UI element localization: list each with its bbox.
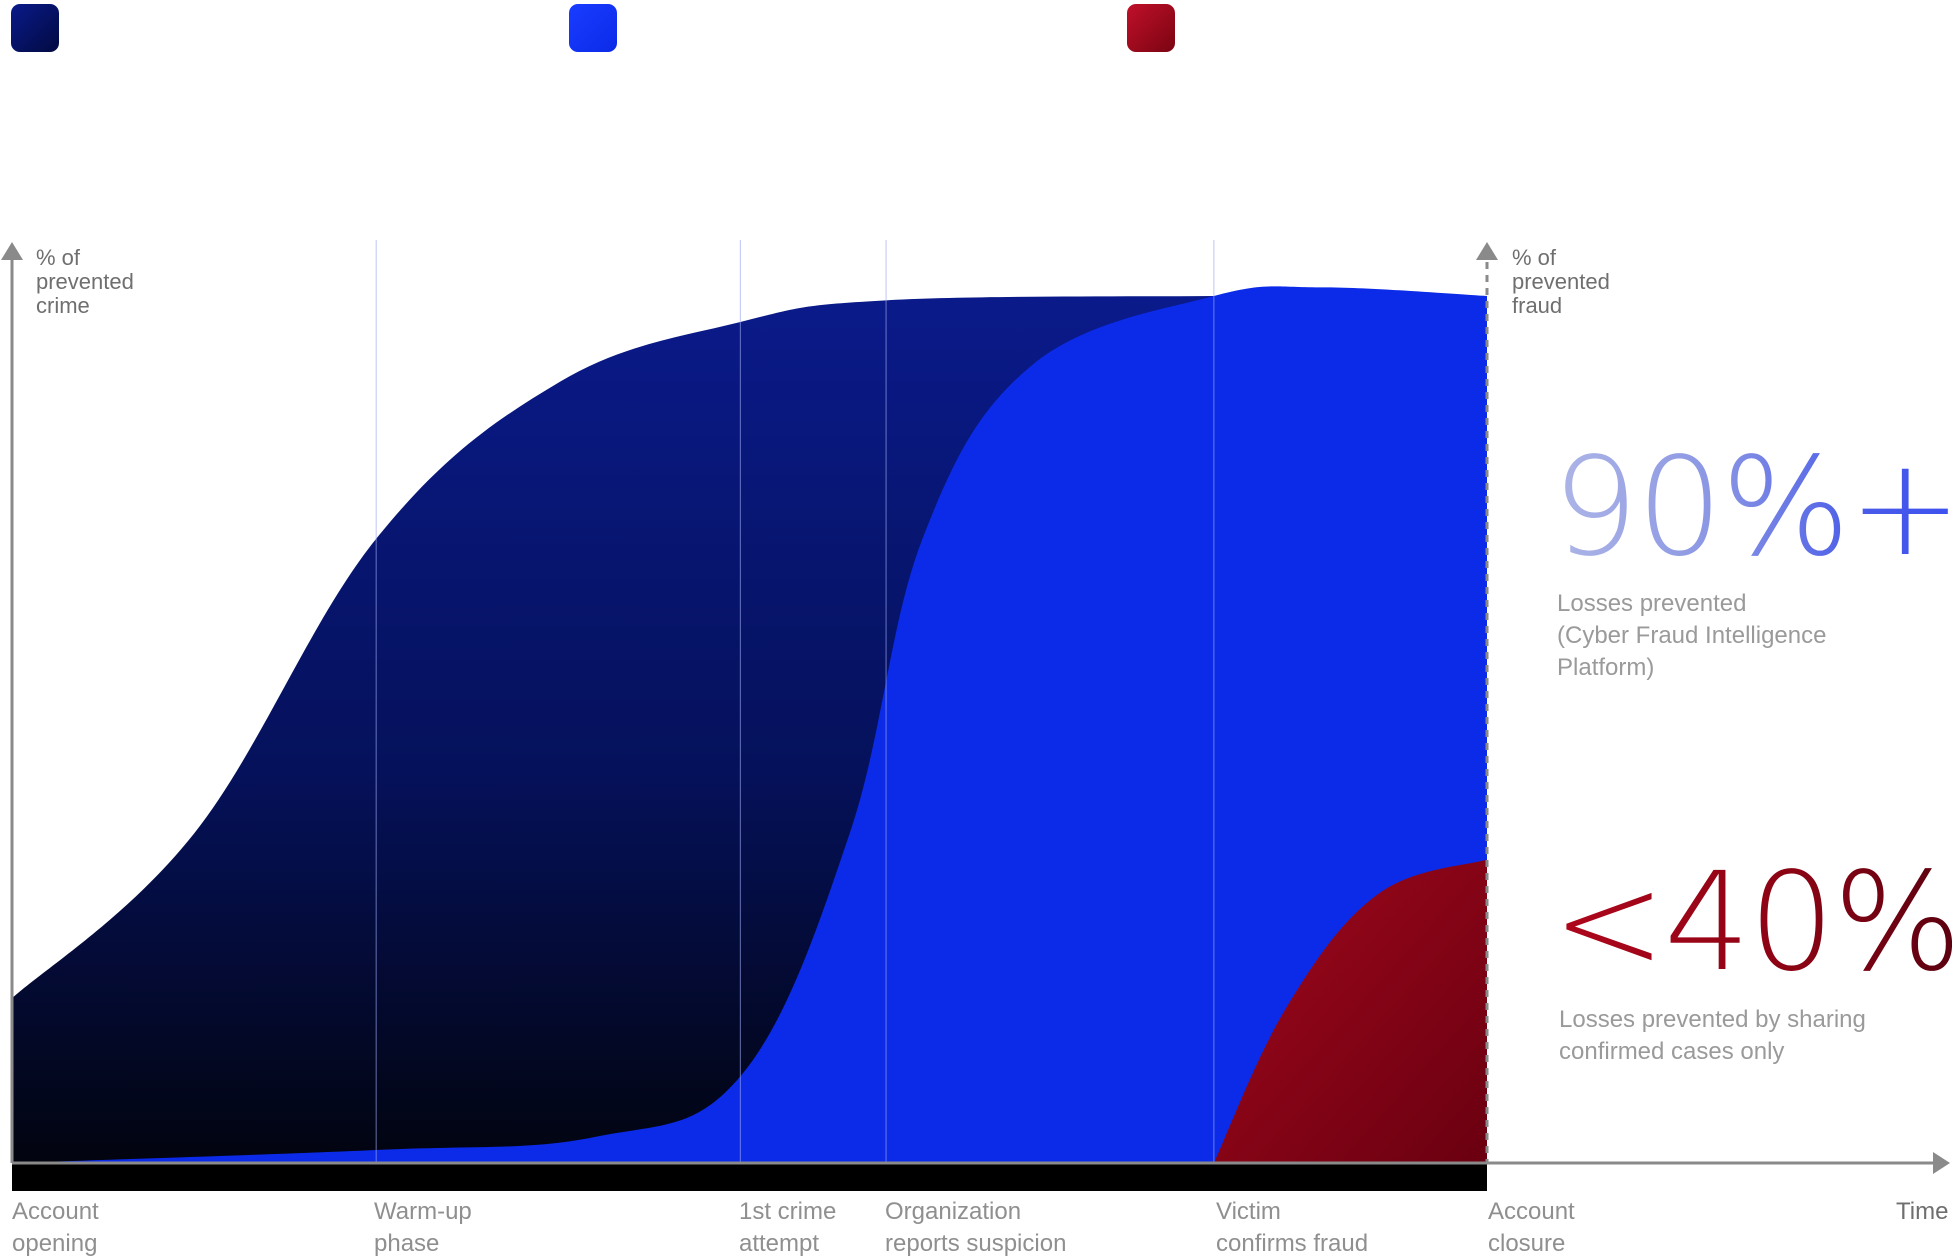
series-area-confirmed-cases	[1213, 859, 1487, 1163]
series-layer	[12, 286, 1487, 1163]
stat-caption-confirmed: Losses prevented by sharing confirmed ca…	[1559, 1006, 1866, 1065]
stat-value-90-plus: 90%+	[1552, 440, 1952, 576]
series-area-platform-fraud	[12, 286, 1487, 1163]
tick-label-account-opening: Account opening	[12, 1198, 99, 1257]
x-axis-label: Time	[1896, 1198, 1949, 1225]
tick-label-account-closure: Account closure	[1488, 1198, 1575, 1257]
stat-value-under-40: <40%	[1552, 855, 1952, 991]
legend-swatch-blue	[569, 4, 617, 52]
legend-swatch-red	[1127, 4, 1175, 52]
y-axis-right-label: % of prevented fraud	[1512, 245, 1610, 318]
axis-layer	[1, 242, 1950, 1191]
y-axis-left-label: % of prevented crime	[36, 245, 134, 318]
tick-label-org-reports: Organization reports suspicion	[885, 1198, 1067, 1257]
y-axis-right-arrow-icon	[1476, 242, 1498, 260]
tick-label-victim-confirms: Victim confirms fraud	[1216, 1198, 1369, 1257]
timeline-band	[12, 1163, 1487, 1191]
y-axis-left-arrow-icon	[1, 242, 23, 260]
legend-swatch-dark-navy	[11, 4, 59, 52]
tick-label-first-crime: 1st crime attempt	[739, 1198, 837, 1257]
stat-caption-cfip: Losses prevented (Cyber Fraud Intelligen…	[1557, 590, 1827, 681]
x-axis-arrow-icon	[1933, 1152, 1950, 1174]
grid-layer	[375, 240, 1215, 1163]
tick-label-warm-up: Warm-up phase	[374, 1198, 472, 1257]
